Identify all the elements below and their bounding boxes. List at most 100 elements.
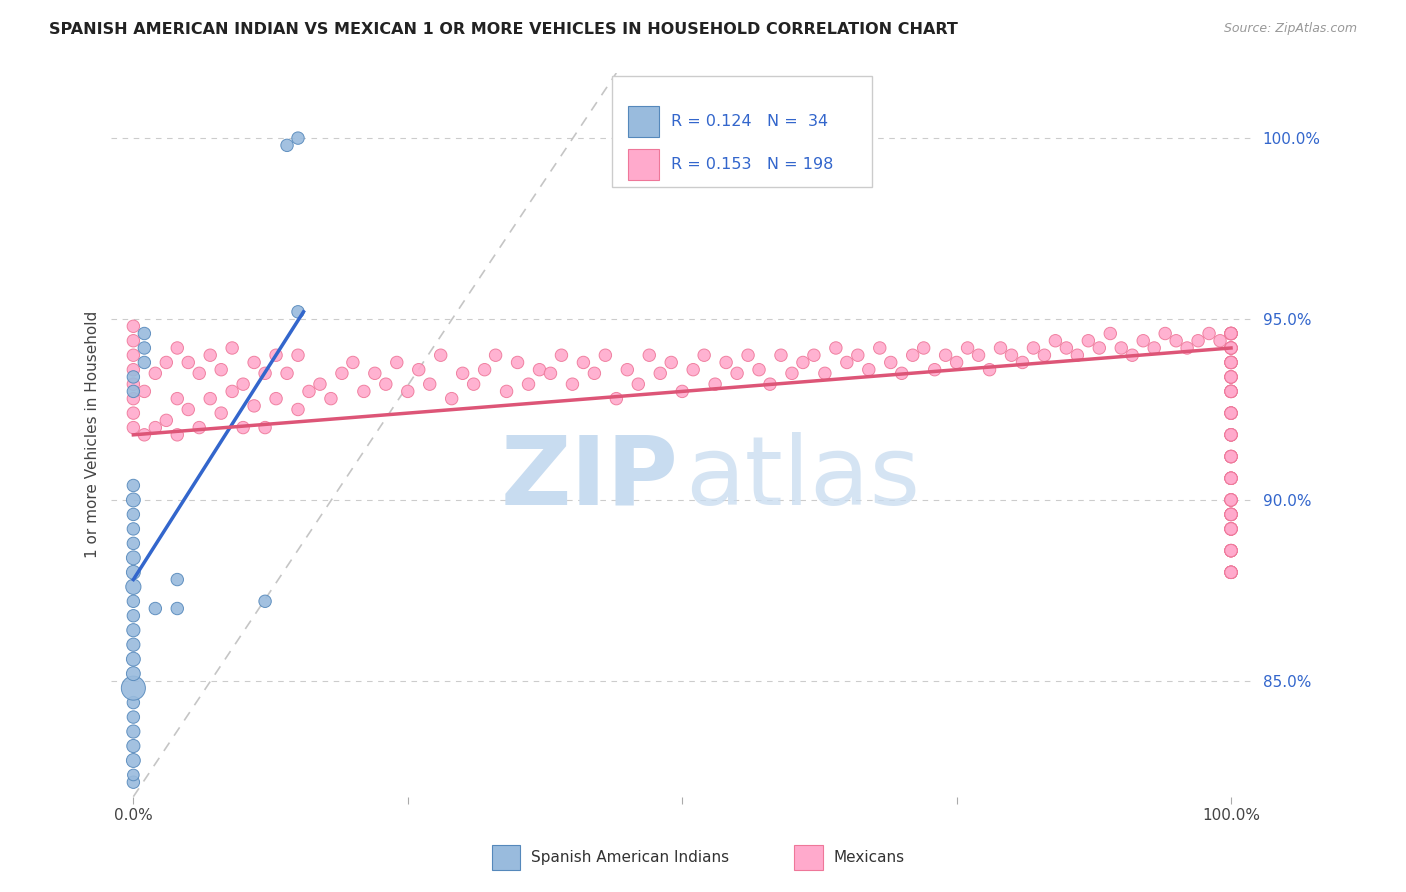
Point xyxy=(243,355,266,369)
Point xyxy=(1033,348,1056,362)
Point xyxy=(1220,566,1243,580)
Point xyxy=(1220,450,1243,464)
Point xyxy=(912,341,935,355)
Point xyxy=(627,377,650,392)
Point xyxy=(1220,492,1243,507)
Point xyxy=(1220,355,1243,369)
Point xyxy=(209,406,232,420)
Point xyxy=(1220,471,1243,485)
Point xyxy=(122,522,145,536)
Point xyxy=(1220,355,1243,369)
Point xyxy=(122,666,145,681)
Text: atlas: atlas xyxy=(686,432,921,524)
Point xyxy=(1077,334,1099,348)
Point xyxy=(276,138,298,153)
Point xyxy=(1187,334,1209,348)
Point xyxy=(122,754,145,768)
Point xyxy=(1220,341,1243,355)
Point xyxy=(254,594,277,608)
Point xyxy=(122,696,145,710)
Point xyxy=(1220,492,1243,507)
Point xyxy=(1166,334,1188,348)
Point xyxy=(1220,543,1243,558)
Point xyxy=(1220,427,1243,442)
Point xyxy=(1220,492,1243,507)
Point xyxy=(1198,326,1220,341)
Point xyxy=(1154,326,1177,341)
Point xyxy=(177,402,200,417)
Point xyxy=(1045,334,1067,348)
Point xyxy=(1220,543,1243,558)
Point xyxy=(1220,522,1243,536)
Text: SPANISH AMERICAN INDIAN VS MEXICAN 1 OR MORE VEHICLES IN HOUSEHOLD CORRELATION C: SPANISH AMERICAN INDIAN VS MEXICAN 1 OR … xyxy=(49,22,957,37)
Point xyxy=(155,413,177,427)
Point xyxy=(408,362,430,376)
Point xyxy=(1143,341,1166,355)
Point xyxy=(134,326,156,341)
Point xyxy=(122,406,145,420)
Point xyxy=(188,420,211,434)
Point xyxy=(330,367,353,381)
Point xyxy=(924,362,946,376)
Point xyxy=(1220,370,1243,384)
Point xyxy=(1220,406,1243,420)
Point xyxy=(463,377,485,392)
Point xyxy=(1209,334,1232,348)
Point xyxy=(143,420,166,434)
Point xyxy=(385,355,408,369)
Point xyxy=(1220,384,1243,399)
Point xyxy=(550,348,572,362)
Point xyxy=(1220,326,1243,341)
Point xyxy=(616,362,638,376)
Point xyxy=(583,367,606,381)
Point xyxy=(1220,522,1243,536)
Point xyxy=(704,377,727,392)
Point xyxy=(824,341,846,355)
Point xyxy=(880,355,903,369)
Text: R = 0.124   N =  34: R = 0.124 N = 34 xyxy=(671,114,828,128)
Point xyxy=(254,367,277,381)
Point xyxy=(166,573,188,587)
Point xyxy=(221,341,243,355)
Point xyxy=(155,355,177,369)
Point xyxy=(1220,471,1243,485)
Point xyxy=(1220,471,1243,485)
Point xyxy=(287,131,309,145)
Point xyxy=(1220,492,1243,507)
Point xyxy=(1066,348,1088,362)
Point xyxy=(1220,450,1243,464)
Point xyxy=(1220,471,1243,485)
Point xyxy=(122,652,145,666)
Point xyxy=(506,355,529,369)
Point xyxy=(122,608,145,623)
Point xyxy=(374,377,396,392)
Point xyxy=(309,377,332,392)
Text: Spanish American Indians: Spanish American Indians xyxy=(531,850,730,864)
Point xyxy=(1220,427,1243,442)
Point xyxy=(540,367,562,381)
Point xyxy=(1220,341,1243,355)
Point xyxy=(1220,522,1243,536)
Point xyxy=(846,348,869,362)
Point xyxy=(1220,355,1243,369)
Point xyxy=(1220,326,1243,341)
Point xyxy=(209,362,232,376)
Point xyxy=(1220,492,1243,507)
Point xyxy=(1220,427,1243,442)
Point xyxy=(517,377,540,392)
Point xyxy=(122,594,145,608)
Point xyxy=(353,384,375,399)
Point xyxy=(1088,341,1111,355)
Point xyxy=(529,362,551,376)
Point xyxy=(122,681,145,695)
Point xyxy=(595,348,617,362)
Point xyxy=(714,355,737,369)
Point xyxy=(166,341,188,355)
Point xyxy=(122,392,145,406)
Point xyxy=(1220,370,1243,384)
Point xyxy=(364,367,387,381)
Point xyxy=(1220,522,1243,536)
Point xyxy=(122,768,145,782)
Point xyxy=(1220,384,1243,399)
Point xyxy=(1220,566,1243,580)
